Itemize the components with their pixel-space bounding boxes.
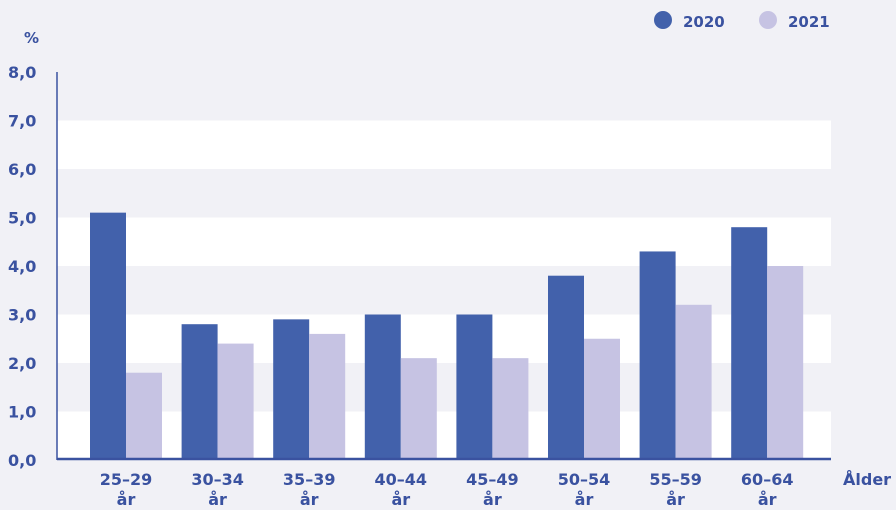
bar-2021-3 <box>400 358 437 460</box>
y-tick-label: 2,0 <box>8 354 36 373</box>
y-axis-unit-label: % <box>24 29 39 47</box>
y-tick-labels: 0,0 1,0 2,0 3,0 4,0 5,0 6,0 7,0 8,0 <box>8 63 36 470</box>
grid-band <box>57 217 831 266</box>
y-tick-label: 1,0 <box>8 403 36 422</box>
x-tick-label: år <box>483 490 502 509</box>
x-tick-label: 35–39 <box>283 470 336 489</box>
grid-bands <box>57 120 831 460</box>
legend-label-2020: 2020 <box>683 13 725 31</box>
x-tick-label: år <box>300 490 319 509</box>
x-tick-label: år <box>666 490 685 509</box>
y-tick-label: 0,0 <box>8 451 36 470</box>
legend: 2020 2021 <box>654 11 830 31</box>
y-tick-label: 6,0 <box>8 160 36 179</box>
bar-2021-0 <box>126 372 162 460</box>
x-tick-label: år <box>117 490 136 509</box>
bar-2020-3 <box>364 314 401 460</box>
x-tick-label: 40–44 <box>375 470 428 489</box>
bar-2020-2 <box>273 319 310 460</box>
bar-2021-6 <box>675 304 712 460</box>
bar-2020-6 <box>639 251 676 460</box>
bar-2020-0 <box>90 212 126 460</box>
bar-2020-1 <box>181 324 218 460</box>
bar-2020-5 <box>548 275 584 460</box>
bar-2020-4 <box>456 314 493 460</box>
x-axis-title: Ålder <box>843 470 891 489</box>
x-tick-labels: 25–29år30–34år35–39år40–44år45–49år50–54… <box>100 470 794 509</box>
bar-2021-4 <box>492 358 529 460</box>
bar-2020-7 <box>731 227 768 460</box>
y-tick-label: 3,0 <box>8 306 36 325</box>
x-tick-label: år <box>575 490 594 509</box>
x-tick-label: 50–54 <box>558 470 611 489</box>
bar-series <box>90 212 804 460</box>
y-tick-label: 8,0 <box>8 63 36 82</box>
x-tick-label: år <box>391 490 410 509</box>
grid-band <box>57 411 831 460</box>
legend-swatch-2020 <box>654 11 672 29</box>
grid-band <box>57 120 831 169</box>
legend-swatch-2021 <box>759 11 777 29</box>
x-tick-label: 30–34 <box>191 470 244 489</box>
bar-2021-2 <box>309 333 346 460</box>
y-tick-label: 4,0 <box>8 257 36 276</box>
x-tick-label: 60–64 <box>741 470 794 489</box>
y-tick-label: 5,0 <box>8 209 36 228</box>
x-tick-label: år <box>208 490 227 509</box>
x-tick-label: 45–49 <box>466 470 519 489</box>
legend-label-2021: 2021 <box>788 13 830 31</box>
bar-2021-7 <box>767 266 804 460</box>
bar-2021-5 <box>584 338 620 460</box>
grid-band <box>57 314 831 363</box>
bar-2021-1 <box>217 343 254 460</box>
x-tick-label: 55–59 <box>649 470 702 489</box>
x-tick-label: år <box>758 490 777 509</box>
y-tick-label: 7,0 <box>8 112 36 131</box>
x-tick-label: 25–29 <box>100 470 153 489</box>
